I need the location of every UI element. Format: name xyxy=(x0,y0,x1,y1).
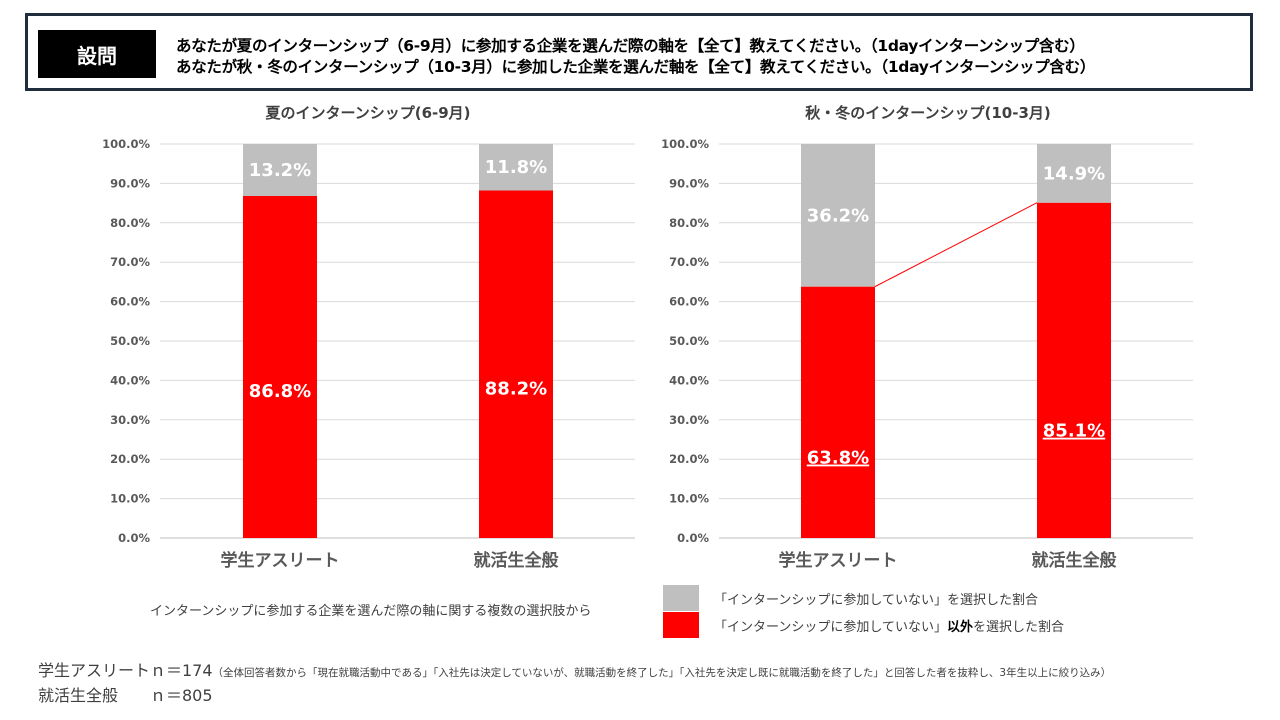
chart-title: 秋・冬のインターンシップ(10-3月) xyxy=(805,104,1051,122)
bar-value-label: 63.8% xyxy=(807,448,869,469)
bar-value-label: 85.1% xyxy=(1043,421,1105,442)
x-category-label: 就活生全般 xyxy=(1032,550,1117,571)
y-tick-label: 0.0% xyxy=(118,531,150,545)
y-tick-label: 90.0% xyxy=(669,176,709,190)
y-tick-label: 40.0% xyxy=(110,373,150,387)
legend-red-label: 「インターンシップに参加していない」以外を選択した割合 xyxy=(714,616,1064,635)
y-tick-label: 100.0% xyxy=(102,137,150,151)
connector-line xyxy=(874,202,1038,288)
y-tick-label: 30.0% xyxy=(110,413,150,427)
y-tick-label: 80.0% xyxy=(110,216,150,230)
y-tick-label: 30.0% xyxy=(669,413,709,427)
bar-gray-segment xyxy=(243,144,317,197)
y-tick-label: 10.0% xyxy=(110,492,150,506)
y-tick-label: 20.0% xyxy=(110,452,150,466)
y-tick-label: 90.0% xyxy=(110,176,150,190)
bar-red-segment xyxy=(1037,202,1111,538)
bar-red-segment xyxy=(479,190,553,538)
summer-chart: 夏のインターンシップ(6-9月) 0.0% 10.0% 20.0% 30.0% 40.0%… xyxy=(102,104,635,571)
question-summer: あなたが夏のインターンシップ（6-9月）に参加する企業を選んだ際の軸を【全て】教… xyxy=(176,37,1085,55)
bar-red-segment xyxy=(243,196,317,538)
autumn-winter-chart: 秋・冬のインターンシップ(10-3月) 0.0% 10.0% 20.0% 30.0% 40… xyxy=(661,104,1193,571)
footer-athlete-n: 学生アスリートｎ＝174 xyxy=(38,661,213,680)
y-tick-label: 40.0% xyxy=(669,373,709,387)
x-category-label: 就活生全般 xyxy=(474,550,559,571)
bar-gray-segment xyxy=(479,144,553,191)
y-tick-label: 60.0% xyxy=(669,295,709,309)
bar-red-segment xyxy=(801,286,875,538)
legend-note: インターンシップに参加する企業を選んだ際の軸に関する複数の選択肢から xyxy=(150,604,592,619)
y-tick-label: 70.0% xyxy=(110,255,150,269)
y-tick-label: 20.0% xyxy=(669,452,709,466)
question-header: 設問 あなたが夏のインターンシップ（6-9月）に参加する企業を選んだ際の軸を【全… xyxy=(25,13,1253,91)
y-tick-label: 10.0% xyxy=(669,492,709,506)
y-tick-label: 70.0% xyxy=(669,255,709,269)
question-badge: 設問 xyxy=(38,30,156,78)
question-autumn-winter: あなたが秋・冬のインターンシップ（10-3月）に参加した企業を選んだ軸を【全て】… xyxy=(176,58,1096,76)
bar-gray-segment xyxy=(1037,144,1111,203)
y-tick-label: 60.0% xyxy=(110,295,150,309)
y-tick-label: 80.0% xyxy=(669,216,709,230)
x-category-label: 学生アスリート xyxy=(221,550,340,571)
legend-red-suffix: を選択した割合 xyxy=(972,620,1064,635)
legend-swatch-red xyxy=(663,612,699,638)
bar-value-label: 86.8% xyxy=(249,381,311,402)
bar-value-label: 13.2% xyxy=(249,160,311,181)
y-tick-label: 50.0% xyxy=(669,334,709,348)
legend-red-prefix: 「インターンシップに参加していない」 xyxy=(714,620,947,635)
bar-value-label: 88.2% xyxy=(485,379,547,400)
x-category-label: 学生アスリート xyxy=(779,550,898,571)
bar-value-label: 11.8% xyxy=(485,157,547,178)
bar-value-label: 36.2% xyxy=(807,205,869,226)
y-tick-label: 100.0% xyxy=(661,137,709,151)
legend-swatch-gray xyxy=(663,585,699,611)
bar-value-label: 14.9% xyxy=(1043,163,1105,184)
y-tick-label: 0.0% xyxy=(677,531,709,545)
footer-athlete-sample: 学生アスリートｎ＝174（全体回答者数から「現在就職活動中である」「入社先は決定… xyxy=(38,657,1111,681)
chart-title: 夏のインターンシップ(6-9月) xyxy=(264,104,470,122)
bar-gray-segment xyxy=(801,144,875,287)
footer-athlete-note: （全体回答者数から「現在就職活動中である」「入社先は決定していないが、就職活動を… xyxy=(212,667,1112,679)
footer-general-sample: 就活生全般 ｎ＝805 xyxy=(38,686,213,705)
y-tick-label: 50.0% xyxy=(110,334,150,348)
legend-red-strong: 以外 xyxy=(946,620,973,635)
legend-gray-label: 「インターンシップに参加していない」を選択した割合 xyxy=(714,593,1038,608)
